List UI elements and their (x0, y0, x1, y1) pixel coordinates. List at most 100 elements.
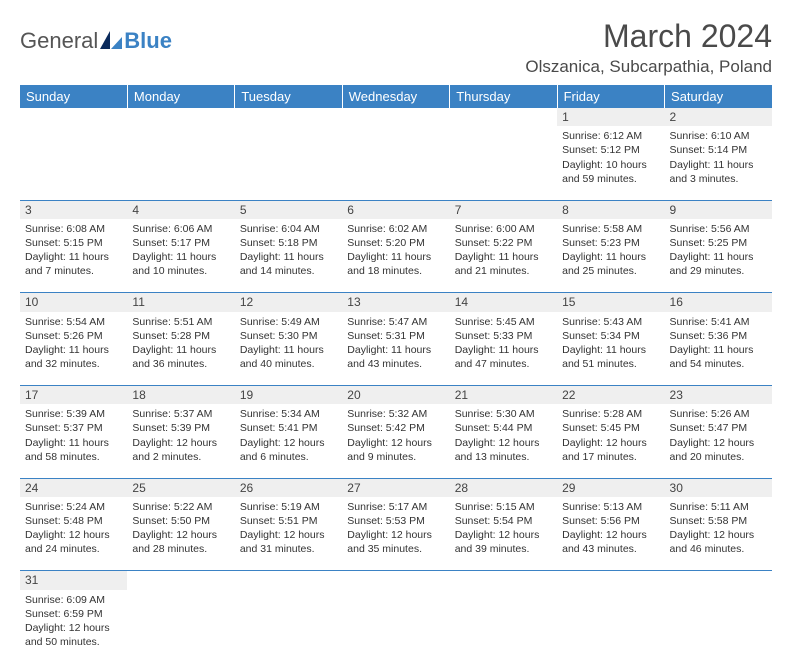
day-cell: Sunrise: 5:49 AMSunset: 5:30 PMDaylight:… (235, 312, 342, 386)
day-cell (557, 590, 664, 664)
day-number: 14 (450, 293, 557, 312)
day-number: 29 (557, 478, 664, 497)
month-title: March 2024 (525, 18, 772, 55)
day-number: 30 (665, 478, 772, 497)
day-number: 11 (127, 293, 234, 312)
day-cell: Sunrise: 5:34 AMSunset: 5:41 PMDaylight:… (235, 404, 342, 478)
weekday-header-row: Sunday Monday Tuesday Wednesday Thursday… (20, 85, 772, 108)
day-cell: Sunrise: 5:19 AMSunset: 5:51 PMDaylight:… (235, 497, 342, 571)
day-number: 1 (557, 108, 664, 126)
day-cell (342, 590, 449, 664)
day-number: 10 (20, 293, 127, 312)
day-number (665, 571, 772, 590)
day-cell (342, 126, 449, 200)
day-number: 18 (127, 386, 234, 405)
day-data-row: Sunrise: 6:09 AMSunset: 6:59 PMDaylight:… (20, 590, 772, 664)
day-number: 4 (127, 200, 234, 219)
day-cell: Sunrise: 6:02 AMSunset: 5:20 PMDaylight:… (342, 219, 449, 293)
day-number: 31 (20, 571, 127, 590)
day-number: 24 (20, 478, 127, 497)
day-cell (20, 126, 127, 200)
day-number (450, 108, 557, 126)
day-number: 9 (665, 200, 772, 219)
day-cell: Sunrise: 5:45 AMSunset: 5:33 PMDaylight:… (450, 312, 557, 386)
day-cell (235, 590, 342, 664)
day-cell: Sunrise: 5:54 AMSunset: 5:26 PMDaylight:… (20, 312, 127, 386)
day-data-row: Sunrise: 5:54 AMSunset: 5:26 PMDaylight:… (20, 312, 772, 386)
day-number: 19 (235, 386, 342, 405)
day-number-row: 31 (20, 571, 772, 590)
day-cell: Sunrise: 6:10 AMSunset: 5:14 PMDaylight:… (665, 126, 772, 200)
day-cell: Sunrise: 5:13 AMSunset: 5:56 PMDaylight:… (557, 497, 664, 571)
day-number (127, 108, 234, 126)
day-number (342, 571, 449, 590)
day-number: 25 (127, 478, 234, 497)
weekday-header: Sunday (20, 85, 127, 108)
day-number (342, 108, 449, 126)
day-number: 20 (342, 386, 449, 405)
day-data-row: Sunrise: 6:08 AMSunset: 5:15 PMDaylight:… (20, 219, 772, 293)
day-number: 15 (557, 293, 664, 312)
logo-sail-icon (100, 31, 122, 51)
day-number (235, 571, 342, 590)
day-cell (127, 126, 234, 200)
day-cell: Sunrise: 5:15 AMSunset: 5:54 PMDaylight:… (450, 497, 557, 571)
weekday-header: Friday (557, 85, 664, 108)
calendar-table: Sunday Monday Tuesday Wednesday Thursday… (20, 85, 772, 664)
day-cell: Sunrise: 5:26 AMSunset: 5:47 PMDaylight:… (665, 404, 772, 478)
day-number: 3 (20, 200, 127, 219)
logo-text-2: Blue (124, 28, 172, 54)
day-number: 21 (450, 386, 557, 405)
day-cell: Sunrise: 6:09 AMSunset: 6:59 PMDaylight:… (20, 590, 127, 664)
day-cell: Sunrise: 5:47 AMSunset: 5:31 PMDaylight:… (342, 312, 449, 386)
day-number (20, 108, 127, 126)
day-cell: Sunrise: 6:00 AMSunset: 5:22 PMDaylight:… (450, 219, 557, 293)
day-number: 8 (557, 200, 664, 219)
day-cell: Sunrise: 6:12 AMSunset: 5:12 PMDaylight:… (557, 126, 664, 200)
day-number: 22 (557, 386, 664, 405)
day-number-row: 24252627282930 (20, 478, 772, 497)
day-cell: Sunrise: 5:17 AMSunset: 5:53 PMDaylight:… (342, 497, 449, 571)
day-data-row: Sunrise: 6:12 AMSunset: 5:12 PMDaylight:… (20, 126, 772, 200)
day-data-row: Sunrise: 5:24 AMSunset: 5:48 PMDaylight:… (20, 497, 772, 571)
day-number: 5 (235, 200, 342, 219)
day-cell: Sunrise: 6:06 AMSunset: 5:17 PMDaylight:… (127, 219, 234, 293)
day-cell: Sunrise: 5:30 AMSunset: 5:44 PMDaylight:… (450, 404, 557, 478)
day-number: 17 (20, 386, 127, 405)
day-cell: Sunrise: 5:28 AMSunset: 5:45 PMDaylight:… (557, 404, 664, 478)
day-cell: Sunrise: 5:58 AMSunset: 5:23 PMDaylight:… (557, 219, 664, 293)
day-number: 27 (342, 478, 449, 497)
day-number-row: 12 (20, 108, 772, 126)
day-number (450, 571, 557, 590)
day-cell (127, 590, 234, 664)
day-cell: Sunrise: 5:24 AMSunset: 5:48 PMDaylight:… (20, 497, 127, 571)
day-cell: Sunrise: 5:11 AMSunset: 5:58 PMDaylight:… (665, 497, 772, 571)
day-cell: Sunrise: 5:43 AMSunset: 5:34 PMDaylight:… (557, 312, 664, 386)
day-number: 2 (665, 108, 772, 126)
day-cell (450, 126, 557, 200)
day-number: 6 (342, 200, 449, 219)
day-cell: Sunrise: 5:32 AMSunset: 5:42 PMDaylight:… (342, 404, 449, 478)
day-cell (665, 590, 772, 664)
day-number (557, 571, 664, 590)
day-number-row: 17181920212223 (20, 386, 772, 405)
day-number: 16 (665, 293, 772, 312)
day-cell: Sunrise: 5:22 AMSunset: 5:50 PMDaylight:… (127, 497, 234, 571)
weekday-header: Saturday (665, 85, 772, 108)
day-cell: Sunrise: 5:41 AMSunset: 5:36 PMDaylight:… (665, 312, 772, 386)
day-number-row: 10111213141516 (20, 293, 772, 312)
day-cell: Sunrise: 5:56 AMSunset: 5:25 PMDaylight:… (665, 219, 772, 293)
day-cell: Sunrise: 5:37 AMSunset: 5:39 PMDaylight:… (127, 404, 234, 478)
day-cell: Sunrise: 6:04 AMSunset: 5:18 PMDaylight:… (235, 219, 342, 293)
weekday-header: Monday (127, 85, 234, 108)
day-cell: Sunrise: 6:08 AMSunset: 5:15 PMDaylight:… (20, 219, 127, 293)
day-data-row: Sunrise: 5:39 AMSunset: 5:37 PMDaylight:… (20, 404, 772, 478)
day-number: 26 (235, 478, 342, 497)
day-number (235, 108, 342, 126)
day-number: 12 (235, 293, 342, 312)
location: Olszanica, Subcarpathia, Poland (525, 57, 772, 77)
day-number (127, 571, 234, 590)
logo-text-1: General (20, 28, 98, 54)
title-block: March 2024 Olszanica, Subcarpathia, Pola… (525, 18, 772, 77)
weekday-header: Tuesday (235, 85, 342, 108)
